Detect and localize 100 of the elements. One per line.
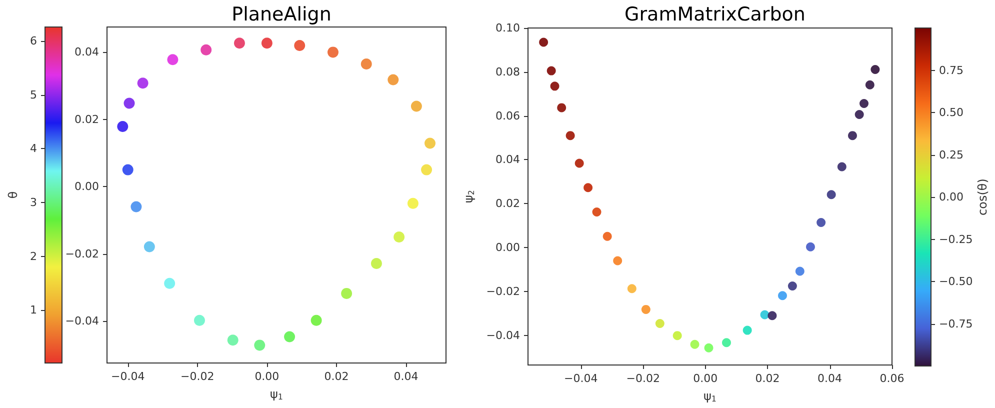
point — [760, 310, 770, 320]
x-tick-label: 0.06 — [880, 372, 904, 385]
point — [122, 164, 134, 176]
point — [690, 340, 700, 349]
color-bar-label: 1 — [30, 304, 37, 317]
y-tick-label: 0.04 — [496, 153, 520, 166]
point — [410, 100, 422, 112]
point — [592, 207, 602, 216]
y-tick-label: −0.02 — [65, 247, 99, 260]
y-tick-label: 0.00 — [74, 180, 99, 194]
point — [655, 319, 664, 328]
y-tick-label: 0.08 — [496, 65, 520, 78]
point — [546, 66, 556, 76]
point — [704, 343, 714, 352]
point — [778, 291, 787, 300]
x-tick-label: 0.02 — [324, 370, 349, 383]
point — [200, 44, 212, 56]
point — [768, 311, 777, 320]
x-tick-label: 0.00 — [254, 370, 280, 383]
y-tick-label: 0.00 — [496, 241, 520, 254]
point — [742, 326, 752, 335]
point — [254, 340, 266, 351]
color-bar-label: 0.25 — [939, 148, 964, 162]
y-tick-label: −0.04 — [486, 328, 520, 342]
point — [566, 131, 575, 140]
color-bar-label: 0.50 — [939, 106, 964, 119]
y-tick-label: −0.04 — [65, 314, 99, 328]
chart-title: PlaneAlign — [232, 4, 332, 26]
point — [341, 288, 352, 299]
x-tick-label: 0.04 — [818, 372, 842, 385]
point — [370, 258, 382, 270]
x-tick-label: 0.02 — [755, 372, 780, 385]
x-tick-label: −0.02 — [180, 370, 214, 383]
point — [360, 58, 372, 70]
point — [144, 241, 155, 252]
point — [310, 314, 322, 326]
color-bar-title: cos(θ) — [976, 178, 990, 216]
point — [860, 99, 868, 108]
point — [816, 218, 826, 228]
y-tick-label: 0.10 — [496, 22, 520, 34]
chart-title: GramMatrixCarbon — [624, 4, 806, 26]
point — [261, 38, 272, 49]
point — [806, 242, 815, 252]
point — [854, 110, 864, 119]
x-tick-label: −0.02 — [626, 372, 660, 385]
x-tick-label: 0.04 — [394, 370, 418, 383]
point — [294, 40, 306, 51]
point — [641, 304, 650, 314]
color-bar-label: 5 — [30, 88, 37, 102]
color-bar-label: −0.50 — [939, 275, 973, 288]
point — [795, 266, 804, 276]
point — [722, 338, 731, 348]
point — [234, 38, 245, 49]
point — [826, 190, 836, 200]
point — [424, 138, 436, 149]
x-tick-label: 0.00 — [693, 372, 718, 385]
x-tick-label: −0.04 — [564, 372, 598, 385]
color-bar-label: −0.25 — [939, 232, 973, 246]
point — [394, 232, 405, 242]
point — [164, 278, 176, 289]
x-tick-label: −0.04 — [111, 370, 145, 383]
point — [388, 74, 399, 86]
point — [407, 198, 418, 209]
color-bar-title: θ — [6, 191, 20, 199]
point — [227, 334, 238, 346]
color-bar-label: 6 — [30, 34, 37, 48]
point — [124, 98, 135, 109]
y-tick-label: 0.02 — [496, 197, 520, 210]
color-bar-label: 2 — [30, 250, 37, 263]
point — [167, 54, 178, 66]
point — [130, 201, 142, 212]
color-bar-label: 4 — [30, 142, 37, 156]
color-bar-label: 0.00 — [939, 190, 964, 204]
y-tick-label: 0.02 — [74, 112, 99, 126]
point — [539, 38, 548, 47]
color-bar-label: −0.75 — [939, 317, 973, 330]
point — [865, 80, 874, 90]
point — [584, 183, 593, 192]
point — [788, 281, 797, 290]
point — [870, 64, 880, 74]
point — [672, 331, 682, 340]
point — [613, 256, 622, 266]
point — [137, 78, 148, 89]
point — [550, 82, 560, 91]
y-tick-label: 0.06 — [496, 109, 520, 122]
color-bar-label: 3 — [30, 196, 37, 210]
point — [848, 131, 857, 140]
point — [557, 103, 566, 112]
y-tick-label: 0.04 — [74, 46, 99, 59]
point — [574, 158, 584, 168]
point — [328, 46, 338, 58]
point — [284, 331, 296, 342]
color-bar-label: 0.75 — [939, 64, 964, 77]
y-tick-label: −0.02 — [486, 284, 520, 298]
y-axis-title: ψ2 — [461, 190, 476, 204]
point — [117, 120, 128, 132]
point — [421, 164, 432, 176]
point — [602, 232, 612, 241]
point — [627, 284, 636, 294]
point — [194, 314, 205, 326]
